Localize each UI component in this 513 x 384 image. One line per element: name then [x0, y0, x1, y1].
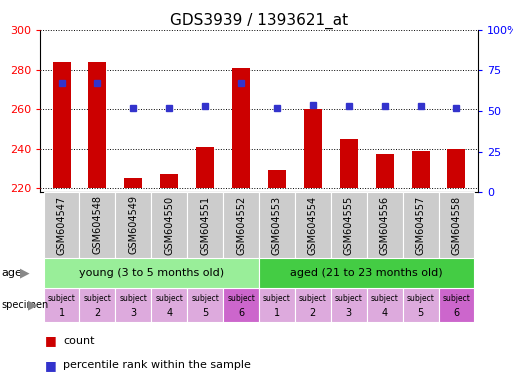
Text: 2: 2 [310, 308, 316, 318]
Bar [80, 192, 115, 258]
Text: subject: subject [371, 295, 399, 303]
Text: GSM604548: GSM604548 [92, 195, 103, 255]
Text: subject: subject [443, 295, 470, 303]
Bar [376, 154, 393, 188]
Bar [151, 288, 187, 322]
Bar [439, 288, 475, 322]
Text: 2: 2 [94, 308, 101, 318]
Bar [259, 258, 475, 288]
Text: 4: 4 [382, 308, 388, 318]
Bar [331, 192, 367, 258]
Bar [439, 192, 475, 258]
Bar [411, 151, 429, 188]
Text: 6: 6 [238, 308, 244, 318]
Text: ▶: ▶ [28, 298, 38, 311]
Text: age: age [1, 268, 22, 278]
Bar [196, 147, 214, 188]
Text: subject: subject [48, 295, 75, 303]
Bar [403, 192, 439, 258]
Text: 5: 5 [418, 308, 424, 318]
Bar [44, 192, 80, 258]
Text: percentile rank within the sample: percentile rank within the sample [63, 361, 251, 371]
Bar [151, 192, 187, 258]
Bar [259, 192, 295, 258]
Text: GSM604550: GSM604550 [164, 195, 174, 255]
Text: 1: 1 [58, 308, 65, 318]
Bar [124, 178, 142, 188]
Text: subject: subject [299, 295, 327, 303]
Text: GSM604555: GSM604555 [344, 195, 354, 255]
Text: 5: 5 [202, 308, 208, 318]
Bar [268, 170, 286, 188]
Bar [304, 109, 322, 188]
Bar [259, 288, 295, 322]
Text: GSM604553: GSM604553 [272, 195, 282, 255]
Bar [295, 192, 331, 258]
Text: GSM604547: GSM604547 [56, 195, 67, 255]
Bar [160, 174, 178, 188]
Text: specimen: specimen [1, 300, 48, 310]
Text: GSM604556: GSM604556 [380, 195, 390, 255]
Bar [44, 258, 259, 288]
Title: GDS3939 / 1393621_at: GDS3939 / 1393621_at [170, 12, 348, 29]
Text: subject: subject [335, 295, 363, 303]
Text: GSM604554: GSM604554 [308, 195, 318, 255]
Text: aged (21 to 23 months old): aged (21 to 23 months old) [290, 268, 443, 278]
Text: 6: 6 [453, 308, 460, 318]
Bar [232, 68, 250, 188]
Text: subject: subject [407, 295, 435, 303]
Text: subject: subject [155, 295, 183, 303]
Bar [331, 288, 367, 322]
Text: 3: 3 [130, 308, 136, 318]
Bar [447, 149, 465, 188]
Text: subject: subject [84, 295, 111, 303]
Text: 1: 1 [274, 308, 280, 318]
Text: 4: 4 [166, 308, 172, 318]
Bar [52, 61, 70, 188]
Text: ■: ■ [45, 334, 57, 347]
Text: subject: subject [263, 295, 291, 303]
Bar [44, 288, 80, 322]
Text: subject: subject [227, 295, 255, 303]
Text: GSM604552: GSM604552 [236, 195, 246, 255]
Text: subject: subject [191, 295, 219, 303]
Bar [223, 288, 259, 322]
Bar [115, 288, 151, 322]
Bar [340, 139, 358, 188]
Bar [80, 288, 115, 322]
Bar [403, 288, 439, 322]
Bar [187, 288, 223, 322]
Text: young (3 to 5 months old): young (3 to 5 months old) [78, 268, 224, 278]
Text: GSM604557: GSM604557 [416, 195, 426, 255]
Bar [187, 192, 223, 258]
Text: 3: 3 [346, 308, 352, 318]
Text: GSM604549: GSM604549 [128, 195, 139, 255]
Bar [367, 192, 403, 258]
Text: subject: subject [120, 295, 147, 303]
Bar [367, 288, 403, 322]
Text: GSM604558: GSM604558 [451, 195, 462, 255]
Bar [295, 288, 331, 322]
Text: count: count [63, 336, 94, 346]
Text: ▶: ▶ [19, 266, 29, 280]
Bar [88, 61, 106, 188]
Bar [223, 192, 259, 258]
Text: ■: ■ [45, 359, 57, 372]
Bar [115, 192, 151, 258]
Text: GSM604551: GSM604551 [200, 195, 210, 255]
